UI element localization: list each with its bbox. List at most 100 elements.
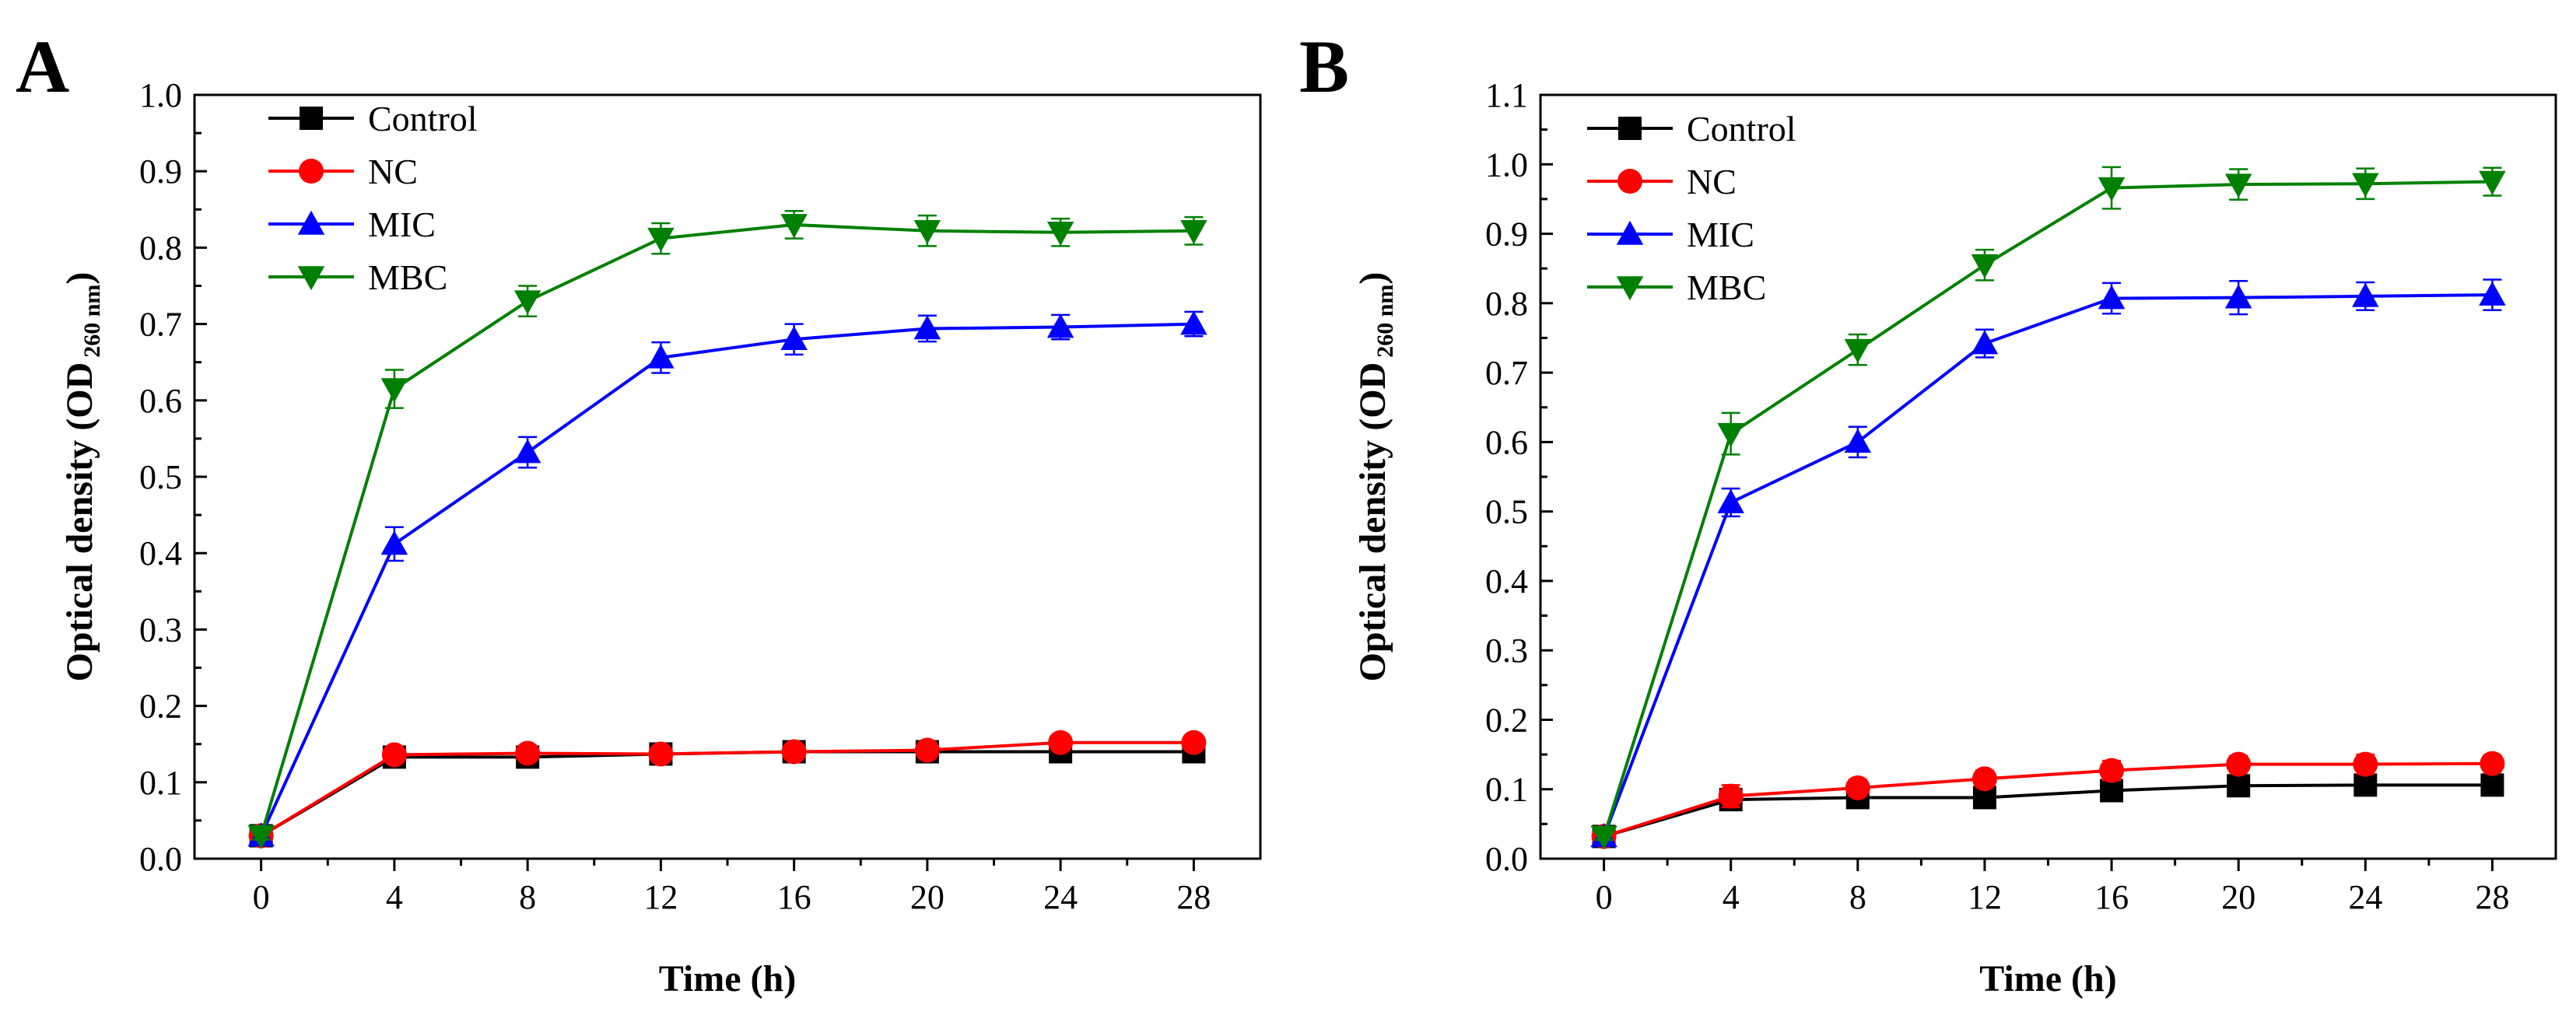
y-axis-title: Optical density (OD 260 nm) <box>1352 272 1398 682</box>
data-point <box>2479 281 2506 306</box>
plot-frame <box>1539 93 2557 860</box>
legend-marker <box>1618 117 1642 140</box>
series-nc <box>1591 751 2505 849</box>
data-point <box>781 739 807 765</box>
data-point <box>913 315 941 340</box>
y-tick-label: 0.0 <box>1485 840 1528 878</box>
legend-item-mic: MIC <box>268 205 436 244</box>
data-point <box>1717 422 1744 447</box>
y-tick-label: 0.2 <box>1485 701 1528 739</box>
y-axis-title-main: Optical density (OD <box>59 362 100 682</box>
legend-item-mbc: MBC <box>268 257 447 297</box>
data-point <box>1971 254 1999 278</box>
series-line <box>259 322 1194 837</box>
data-point <box>515 740 541 766</box>
legend-marker <box>1617 169 1642 194</box>
series-mbc <box>247 210 1207 849</box>
legend-item-mbc: MBC <box>1587 268 1766 307</box>
series-line <box>1603 761 2493 838</box>
data-point <box>513 439 541 464</box>
legend-marker <box>1616 276 1644 301</box>
y-tick-label: 0.6 <box>1485 423 1528 461</box>
y-tick-label: 0.8 <box>139 229 182 267</box>
data-point <box>780 325 808 351</box>
y-tick-label: 0.1 <box>1485 771 1528 809</box>
y-tick-label: 0.7 <box>1485 354 1528 392</box>
series-mbc <box>1590 166 2506 850</box>
series-line <box>1602 180 2493 838</box>
x-tick-label: 24 <box>1043 878 1078 916</box>
y-tick-label: 0.3 <box>1485 632 1528 670</box>
legend-item-control: Control <box>268 99 478 138</box>
data-point <box>1180 310 1207 335</box>
y-tick-label: 0.9 <box>139 152 182 191</box>
data-point <box>914 737 940 763</box>
data-point <box>1844 338 1872 363</box>
x-tick-label: 16 <box>777 878 811 916</box>
data-point <box>2226 751 2252 777</box>
data-point <box>2224 284 2252 309</box>
data-point <box>647 227 675 252</box>
x-tick-label: 24 <box>2348 878 2382 916</box>
series-line <box>259 222 1194 837</box>
data-point <box>2352 282 2379 307</box>
data-point <box>2480 773 2504 797</box>
x-tick-label: 0 <box>1596 878 1613 916</box>
legend-item-mic: MIC <box>1587 215 1754 254</box>
data-point <box>513 290 541 315</box>
x-tick-label: 28 <box>2475 878 2509 916</box>
legend-label: MIC <box>368 205 436 244</box>
x-tick-label: 8 <box>519 878 536 916</box>
x-axis-title: Time (h) <box>1979 958 2116 999</box>
y-tick-label: 1.0 <box>1485 145 1528 184</box>
y-tick-label: 0.5 <box>139 458 182 496</box>
x-tick-label: 4 <box>1723 878 1740 916</box>
y-tick-label: 0.4 <box>139 534 182 572</box>
data-point <box>648 741 674 767</box>
data-point <box>1844 429 1872 453</box>
panel-letter: B <box>1299 25 1349 108</box>
x-tick-label: 16 <box>2094 878 2129 916</box>
data-point <box>913 219 941 245</box>
y-axis-title-subscript: 260 nm <box>1372 285 1398 358</box>
data-point <box>1718 783 1744 809</box>
data-point <box>381 742 407 768</box>
x-tick-label: 4 <box>386 878 403 916</box>
y-tick-label: 0.1 <box>139 764 182 802</box>
x-tick-label: 12 <box>1968 878 2002 916</box>
legend-marker <box>1616 220 1644 245</box>
x-tick-label: 12 <box>643 878 678 916</box>
data-point <box>2353 751 2378 777</box>
data-point <box>2227 774 2251 798</box>
data-point <box>1180 219 1207 245</box>
legend-label: NC <box>1687 162 1737 201</box>
legend-item-nc: NC <box>268 152 418 191</box>
x-tick-label: 28 <box>1176 878 1211 916</box>
data-point <box>1717 488 1744 513</box>
y-axis-title-close: ) <box>59 272 100 285</box>
legend-marker <box>299 159 324 184</box>
x-tick-label: 0 <box>253 878 270 916</box>
data-point <box>247 824 275 849</box>
legend-label: MIC <box>1687 215 1754 254</box>
x-axis-title: Time (h) <box>659 958 796 999</box>
y-tick-label: 0.3 <box>139 611 182 649</box>
y-tick-label: 0.9 <box>1485 215 1528 254</box>
y-tick-label: 0.4 <box>1485 562 1528 600</box>
y-axis-title-main: Optical density (OD <box>1352 362 1393 682</box>
data-point <box>780 214 808 239</box>
data-point <box>2098 177 2126 201</box>
data-point <box>1971 330 1999 355</box>
data-point <box>2479 170 2506 195</box>
legend-marker <box>297 266 325 291</box>
y-tick-label: 1.0 <box>139 76 182 114</box>
data-point <box>1046 221 1074 247</box>
data-point <box>2099 758 2125 783</box>
panel-letter: A <box>16 25 69 108</box>
y-axis-title: Optical density (OD 260 nm) <box>59 272 105 682</box>
legend-item-control: Control <box>1587 109 1796 149</box>
data-point <box>1845 775 1870 800</box>
series-line <box>260 740 1194 838</box>
data-point <box>1048 730 1074 755</box>
